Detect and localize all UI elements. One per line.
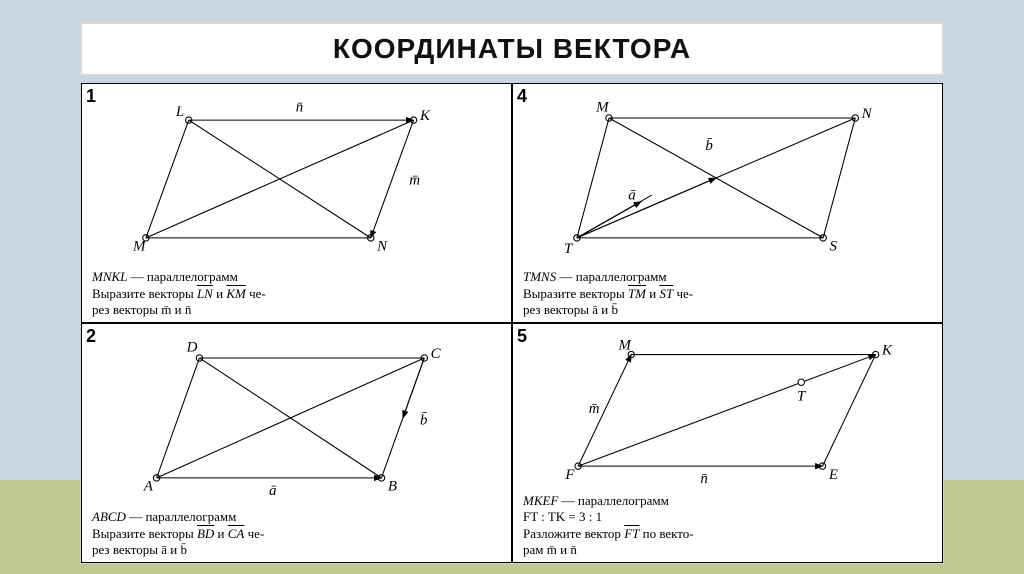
problem-2: 2 <box>81 323 512 563</box>
svg-text:E: E <box>828 467 838 483</box>
svg-text:N: N <box>376 239 388 255</box>
task-text-5: MKEF — параллелограмм FT : TK = 3 : 1 Ра… <box>523 493 932 558</box>
svg-text:C: C <box>431 346 442 362</box>
figure-5: M K F E T m̄ n̄ <box>543 328 932 498</box>
problem-number: 2 <box>86 326 96 347</box>
svg-text:D: D <box>186 340 198 356</box>
problem-number: 5 <box>517 326 527 347</box>
svg-text:M: M <box>618 337 633 353</box>
problems-grid: 1 <box>80 82 944 564</box>
svg-text:m̄: m̄ <box>589 401 600 417</box>
diagram-1: L K M N n̄ m̄ <box>112 88 501 270</box>
task-text-2: ABCD — параллелограмм Выразите векторы B… <box>92 509 501 558</box>
svg-text:n̄: n̄ <box>700 471 707 487</box>
problem-1: 1 <box>81 83 512 323</box>
svg-text:K: K <box>419 108 431 124</box>
problem-5: 5 <box>512 323 943 563</box>
svg-text:b̄: b̄ <box>705 138 713 154</box>
page-title: КООРДИНАТЫ ВЕКТОРА <box>333 33 691 65</box>
svg-text:n̄: n̄ <box>296 100 303 116</box>
svg-text:S: S <box>830 239 838 255</box>
svg-text:M: M <box>132 239 147 255</box>
task-text-4: TMNS — параллелограмм Выразите векторы T… <box>523 269 932 318</box>
svg-text:L: L <box>175 104 184 120</box>
svg-text:M: M <box>595 100 610 116</box>
figure-1: L K M N n̄ m̄ <box>112 88 501 270</box>
svg-text:b̄: b̄ <box>420 412 428 428</box>
problem-number: 4 <box>517 86 527 107</box>
svg-text:T: T <box>564 241 574 257</box>
svg-text:T: T <box>797 388 807 404</box>
svg-text:A: A <box>143 479 154 495</box>
svg-text:K: K <box>881 343 893 359</box>
svg-text:N: N <box>861 106 873 122</box>
title-card: КООРДИНАТЫ ВЕКТОРА <box>80 22 944 76</box>
svg-text:B: B <box>388 479 397 495</box>
task-text-1: MNKL — параллелограмм Выразите векторы L… <box>92 269 501 318</box>
figure-2: D C A B ā b̄ <box>112 328 501 510</box>
diagram-2: D C A B ā b̄ <box>112 328 501 510</box>
diagram-4: M N T S b̄ ā <box>543 88 932 270</box>
figure-4: M N T S b̄ ā <box>543 88 932 270</box>
problem-number: 1 <box>86 86 96 107</box>
svg-text:m̄: m̄ <box>409 172 420 188</box>
svg-text:ā: ā <box>628 187 636 203</box>
svg-text:F: F <box>564 467 575 483</box>
diagram-5: M K F E T m̄ n̄ <box>543 328 932 498</box>
problem-4: 4 <box>512 83 943 323</box>
svg-text:ā: ā <box>269 483 277 499</box>
